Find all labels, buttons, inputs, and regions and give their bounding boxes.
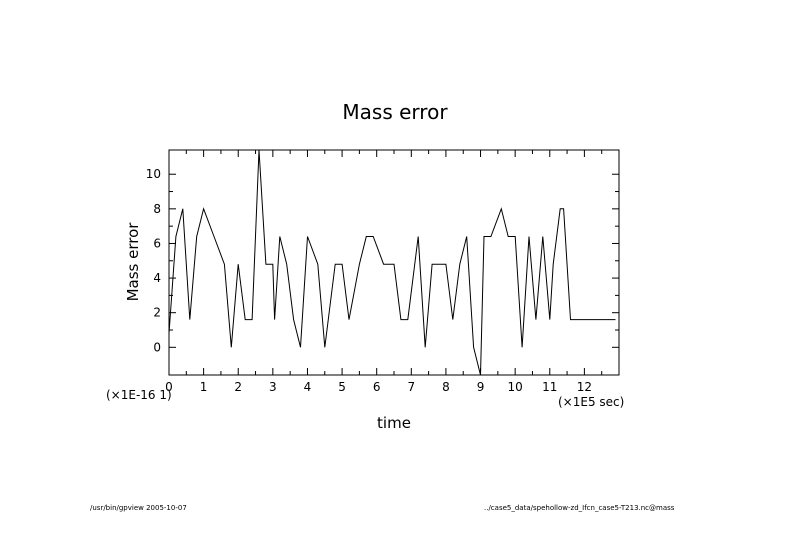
x-tick-label: 5: [338, 380, 346, 394]
x-axis-label: time: [377, 414, 411, 432]
y-scale-label: (×1E-16 1): [106, 388, 172, 402]
y-axis: 0 2 4 6 8 10: [146, 167, 619, 354]
footer-right: ../case5_data/spehollow-zd_Ifcn_case5-T2…: [484, 504, 675, 512]
x-tick-label: 1: [200, 380, 208, 394]
x-tick-label: 9: [477, 380, 485, 394]
x-tick-label: 12: [577, 380, 592, 394]
x-tick-label: 10: [508, 380, 523, 394]
plot-frame: [168, 149, 620, 376]
x-tick-label: 0: [165, 380, 173, 394]
footer-left: /usr/bin/gpview 2005-10-07: [90, 504, 187, 512]
x-tick-label: 11: [542, 380, 557, 394]
series-layer: [168, 149, 616, 376]
x-tick-label: 8: [442, 380, 450, 394]
x-tick-label: 6: [373, 380, 381, 394]
x-tick-label: 4: [304, 380, 312, 394]
chart-title: Mass error: [342, 100, 448, 124]
x-scale-label: (×1E5 sec): [558, 395, 624, 409]
y-tick-label: 4: [153, 271, 161, 285]
series-line: [168, 149, 616, 376]
y-axis-label: Mass error: [124, 222, 142, 302]
y-tick-label: 0: [153, 340, 161, 354]
x-axis: 0 1 2 3 4 5 6 7 8 9 10 11 12: [165, 150, 603, 394]
x-tick-label: 3: [269, 380, 277, 394]
y-tick-label: 8: [153, 202, 161, 216]
y-tick-label: 2: [153, 306, 161, 320]
y-tick-label: 6: [153, 236, 161, 250]
x-tick-label: 7: [407, 380, 415, 394]
y-tick-label: 10: [146, 167, 161, 181]
x-tick-label: 2: [234, 380, 242, 394]
